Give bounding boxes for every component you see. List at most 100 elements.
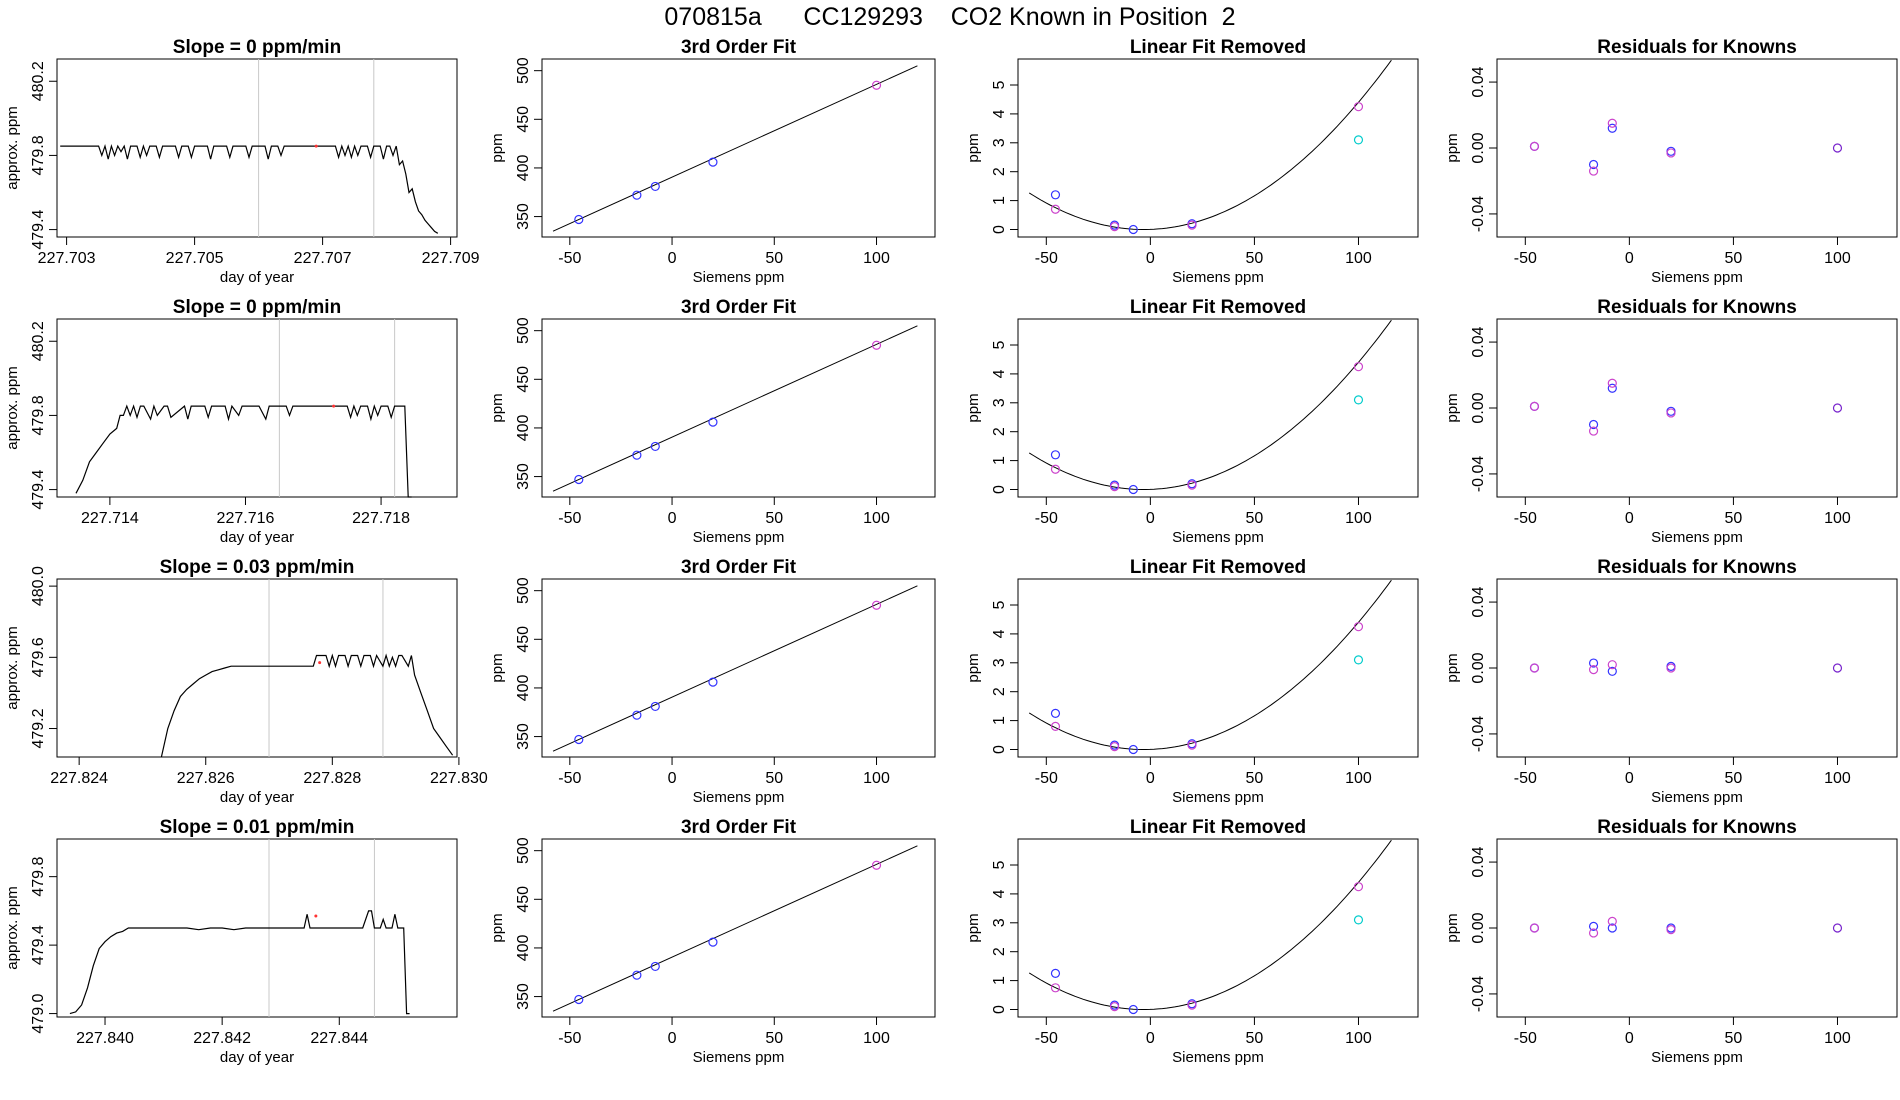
series-line [75, 404, 412, 498]
data-point [1353, 102, 1364, 112]
x-tick-label: 50 [1725, 510, 1743, 527]
y-axis-label: ppm [1444, 913, 1461, 942]
x-tick-label: 0 [668, 1030, 677, 1047]
fit-line [552, 845, 918, 1012]
y-tick-label: 1 [991, 716, 1008, 725]
y-axis-label: ppm [1444, 653, 1461, 682]
data-point [708, 677, 718, 687]
data-point [1529, 663, 1540, 673]
y-tick-label: 0.00 [1470, 652, 1487, 683]
data-point [1607, 378, 1617, 388]
average-marker [314, 914, 318, 918]
x-axis-label: Siemens ppm [1651, 529, 1743, 546]
data-point [1353, 135, 1364, 145]
data-point [1588, 419, 1599, 430]
y-tick-label: 500 [515, 57, 532, 84]
x-tick-label: 100 [1824, 510, 1851, 527]
data-point [708, 937, 718, 947]
y-tick-label: 0 [991, 485, 1008, 494]
y-tick-label: 480.2 [30, 61, 47, 101]
y-axis-label: approx. ppm [4, 106, 21, 189]
data-point [1588, 928, 1599, 938]
y-tick-label: 3 [991, 658, 1008, 667]
data-point [1050, 983, 1061, 993]
x-tick-label: 100 [1824, 1030, 1851, 1047]
page-title: 070815a CC129293 CO2 Known in Position 2 [664, 3, 1236, 31]
y-tick-label: 0.04 [1470, 326, 1487, 357]
x-tick-label: 50 [765, 1030, 783, 1047]
y-tick-label: 350 [515, 463, 532, 490]
x-tick-label: 0 [1625, 250, 1634, 267]
y-tick-label: 450 [515, 106, 532, 133]
data-point [1187, 220, 1197, 230]
x-tick-label: 0 [1625, 1030, 1634, 1047]
x-tick-label: 0 [668, 770, 677, 787]
data-point [1128, 224, 1138, 235]
x-tick-label: 0 [668, 510, 677, 527]
y-tick-label: 0.00 [1470, 912, 1487, 943]
data-point [1109, 481, 1120, 492]
y-axis-label: approx. ppm [4, 366, 21, 449]
y-tick-label: 500 [515, 317, 532, 344]
y-tick-label: 400 [515, 414, 532, 441]
plot-frame [56, 578, 458, 758]
plot-title: Linear Fit Removed [1130, 557, 1306, 578]
y-tick-label: 500 [515, 837, 532, 864]
y-axis-label: ppm [965, 133, 982, 162]
average-marker [314, 144, 318, 148]
y-tick-label: 479.8 [30, 135, 47, 175]
y-tick-label: 0 [991, 225, 1008, 234]
data-point [1353, 655, 1364, 665]
plot-title: 3rd Order Fit [681, 297, 797, 318]
y-tick-label: 350 [515, 983, 532, 1010]
data-point [1588, 159, 1599, 170]
y-tick-label: -0.04 [1470, 196, 1487, 233]
x-axis-label: Siemens ppm [1651, 789, 1743, 806]
y-tick-label: 480.0 [30, 566, 47, 606]
data-point [1187, 480, 1197, 490]
x-tick-label: 100 [863, 1030, 890, 1047]
data-point [1832, 663, 1843, 673]
y-tick-label: 400 [515, 674, 532, 701]
plot-frame [56, 838, 458, 1018]
panel-resid-row2: Residuals for Knowns -50 0 50 100 Siemens ppm… [1444, 557, 1898, 806]
data-point [1050, 204, 1061, 214]
y-tick-label: 479.8 [30, 395, 47, 435]
x-tick-label: 50 [1246, 250, 1264, 267]
plot-frame [1496, 58, 1898, 238]
plot-frame [1496, 838, 1898, 1018]
data-point [1607, 916, 1617, 927]
panel-linfit-row0: Linear Fit Removed -50 0 50 100 Siemens ppm 0 1… [965, 37, 1419, 286]
plot-frame [56, 58, 458, 238]
y-tick-label: 400 [515, 934, 532, 961]
data-point [1128, 744, 1138, 755]
x-tick-label: 0 [668, 250, 677, 267]
x-tick-label: 227.824 [50, 770, 108, 787]
plot-title: Slope = 0.03 ppm/min [160, 557, 355, 578]
x-tick-label: 227.842 [193, 1030, 251, 1047]
panel-fit-row0: 3rd Order Fit -50 0 50 100 Siemens ppm 350 400 4… [489, 37, 936, 286]
y-tick-label: 479.2 [30, 708, 47, 748]
x-axis-label: day of year [220, 1049, 294, 1066]
data-point [1109, 221, 1120, 232]
data-point [871, 80, 882, 90]
data-point [1607, 383, 1617, 393]
x-tick-label: -50 [1514, 250, 1537, 267]
x-axis-label: day of year [220, 269, 294, 286]
x-tick-label: 50 [1246, 510, 1264, 527]
data-point [1666, 663, 1676, 673]
data-point [1607, 660, 1617, 670]
y-tick-label: 479.4 [30, 469, 47, 509]
x-axis-label: Siemens ppm [1172, 789, 1264, 806]
data-point [1588, 166, 1599, 176]
plot-title: Slope = 0.01 ppm/min [160, 817, 355, 838]
y-tick-label: 479.0 [30, 993, 47, 1033]
x-tick-label: 50 [1725, 1030, 1743, 1047]
panel-linfit-row1: Linear Fit Removed -50 0 50 100 Siemens ppm 0 1… [965, 297, 1419, 546]
fit-line [552, 65, 918, 232]
y-tick-label: 5 [991, 340, 1008, 349]
x-tick-label: 227.705 [166, 250, 224, 267]
y-tick-label: 0.04 [1470, 66, 1487, 97]
